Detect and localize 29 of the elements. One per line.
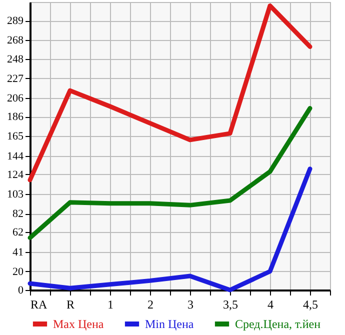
y-tick-label: 268 — [7, 34, 24, 47]
x-tick-label: 3,5 — [223, 298, 238, 312]
y-tick-label: 20 — [12, 266, 24, 278]
y-tick-label: 62 — [12, 226, 24, 239]
y-tick-label: 0 — [18, 284, 24, 296]
y-tick-label: 144 — [7, 150, 24, 162]
y-tick-label: 124 — [7, 168, 24, 181]
x-tick-label: RA — [30, 298, 48, 312]
y-tick-label: 103 — [7, 188, 24, 200]
x-tick-label: 3 — [188, 298, 194, 312]
legend-label: Сред.Цена, т.йен — [235, 317, 322, 331]
y-tick-label: 289 — [7, 15, 24, 28]
legend-label: Min Цена — [145, 317, 194, 331]
line-series — [28, 166, 312, 292]
x-tick-label: R — [66, 298, 75, 312]
x-tick-label: 4,5 — [303, 298, 318, 312]
line-series — [28, 3, 312, 182]
y-tick-label: 248 — [7, 53, 24, 66]
y-tick-label: 206 — [7, 92, 24, 104]
x-tick-label: 2 — [148, 298, 154, 312]
x-tick-label: 4 — [268, 298, 274, 312]
y-tick-label: 186 — [7, 111, 24, 124]
legend-label: Max Цена — [53, 317, 104, 331]
x-tick-label: 1 — [108, 298, 114, 312]
y-tick-label: 82 — [12, 208, 24, 220]
line-series — [28, 106, 312, 240]
y-tick-label: 165 — [7, 130, 24, 143]
y-tick-label: 227 — [7, 72, 24, 85]
y-tick-label: 41 — [12, 246, 24, 258]
